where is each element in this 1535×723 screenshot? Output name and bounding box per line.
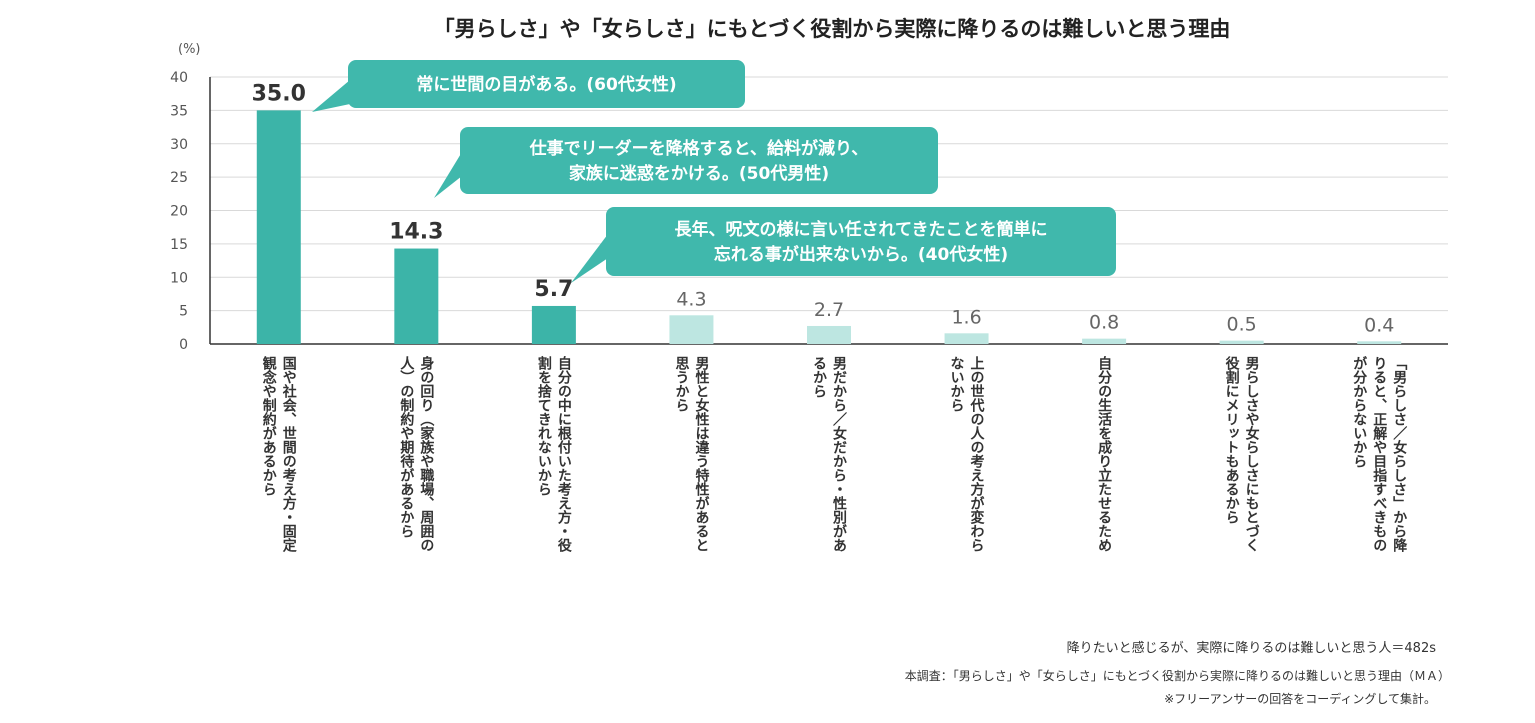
y-tick-label: 30 [170, 137, 188, 153]
bar [944, 333, 989, 344]
data-label: 14.3 [389, 220, 443, 245]
category-label: 思うから [673, 356, 689, 412]
category-label: 役割にメリットもあるから [1224, 355, 1240, 524]
category-label: 「男らしさ／女らしさ」から降 [1391, 356, 1407, 553]
y-tick-label: 25 [170, 170, 188, 186]
y-tick-label: 5 [179, 304, 188, 320]
value-labels: 35.0 14.3 5.7 4.3 2.7 1.6 0.8 0.5 0.4 [252, 81, 1395, 336]
data-label: 0.4 [1364, 314, 1394, 336]
y-tick-label: 20 [170, 204, 188, 220]
data-label: 0.8 [1089, 312, 1119, 334]
chart-title: 「男らしさ」や「女らしさ」にもとづく役割から実際に降りるのは難しいと思う理由 [434, 17, 1231, 41]
y-tick-label: 35 [170, 103, 188, 119]
data-label: 4.3 [676, 288, 706, 310]
data-label: 0.5 [1227, 314, 1257, 336]
category-label: 割を捨てきれないから [536, 355, 552, 496]
bar [256, 110, 301, 344]
coding-note: ※フリーアンサーの回答をコーディングして集計。 [1164, 691, 1436, 706]
data-label: 1.6 [951, 306, 981, 328]
y-tick-label: 0 [179, 337, 188, 353]
y-tick-label: 40 [170, 70, 188, 86]
callout-text: 長年、呪文の様に言い任されてきたことを簡単に [675, 219, 1048, 240]
category-label: が分からないから [1351, 355, 1367, 468]
y-tick-label: 15 [170, 237, 188, 253]
callout: 常に世間の目がある。(60代女性) [312, 60, 745, 112]
category-label: るから [811, 356, 827, 398]
category-label: りると、正解や目指すべきもの [1371, 356, 1387, 552]
callout: 仕事でリーダーを降格すると、給料が減り、家族に迷惑をかける。(50代男性) [434, 127, 938, 198]
category-label: 人）の制約や期待があるから [398, 355, 415, 538]
callouts: 常に世間の目がある。(60代女性) 仕事でリーダーを降格すると、給料が減り、家族に… [312, 60, 1116, 283]
bar [531, 305, 576, 344]
sample-note: 降りたいと感じるが、実際に降りるのは難しいと思う人＝482s [1067, 640, 1437, 656]
callout-pointer [571, 234, 608, 283]
data-label: 2.7 [814, 299, 844, 321]
category-label: 男らしさや女らしさにもとづく [1244, 356, 1260, 552]
category-label: 男だから／女だから・性別があ [831, 356, 848, 552]
data-label: 35.0 [252, 81, 306, 106]
bar [669, 315, 714, 344]
callout-text: 常に世間の目がある。(60代女性) [416, 74, 676, 95]
callout: 長年、呪文の様に言い任されてきたことを簡単に忘れる事が出来ないから。(40代女性… [571, 207, 1116, 283]
category-label: 国や社会、世間の考え方・固定 [281, 356, 298, 553]
bar [807, 325, 851, 344]
y-tick-label: 10 [170, 270, 188, 286]
bar [394, 248, 439, 344]
bar [1357, 341, 1402, 344]
category-label: 観念や制約があるから [261, 355, 278, 496]
category-label: ないから [949, 356, 965, 412]
y-axis-unit: (%) [178, 42, 201, 57]
category-label: 自分の中に根付いた考え方・役 [556, 355, 572, 553]
y-axis-ticks: 0 5 10 15 20 25 30 35 40 [170, 70, 188, 353]
callout-box [460, 127, 938, 194]
callout-box [606, 207, 1116, 276]
survey-note: 本調査：「男らしさ」や「女らしさ」にもとづく役割から実際に降りるのは難しいと思う… [905, 668, 1450, 683]
callout-text: 仕事でリーダーを降格すると、給料が減り、 [529, 138, 869, 159]
bars [256, 110, 1402, 344]
category-label: 男性と女性は違う特性があると [693, 356, 709, 552]
callout-box [348, 60, 745, 108]
category-label: 自分の生活を成り立たせるため [1096, 355, 1112, 552]
category-label: 身の回り（家族や職場、周囲の [418, 355, 435, 552]
callout-text: 忘れる事が出来ないから。(40代女性) [714, 244, 1008, 265]
callout-text: 家族に迷惑をかける。(50代男性) [569, 163, 829, 184]
bar [1219, 340, 1264, 344]
callout-pointer [434, 152, 462, 198]
bar [1082, 338, 1127, 344]
callout-pointer [312, 80, 350, 112]
data-label: 5.7 [534, 277, 573, 302]
category-label: 上の世代の人の考え方が変わら [969, 356, 986, 552]
